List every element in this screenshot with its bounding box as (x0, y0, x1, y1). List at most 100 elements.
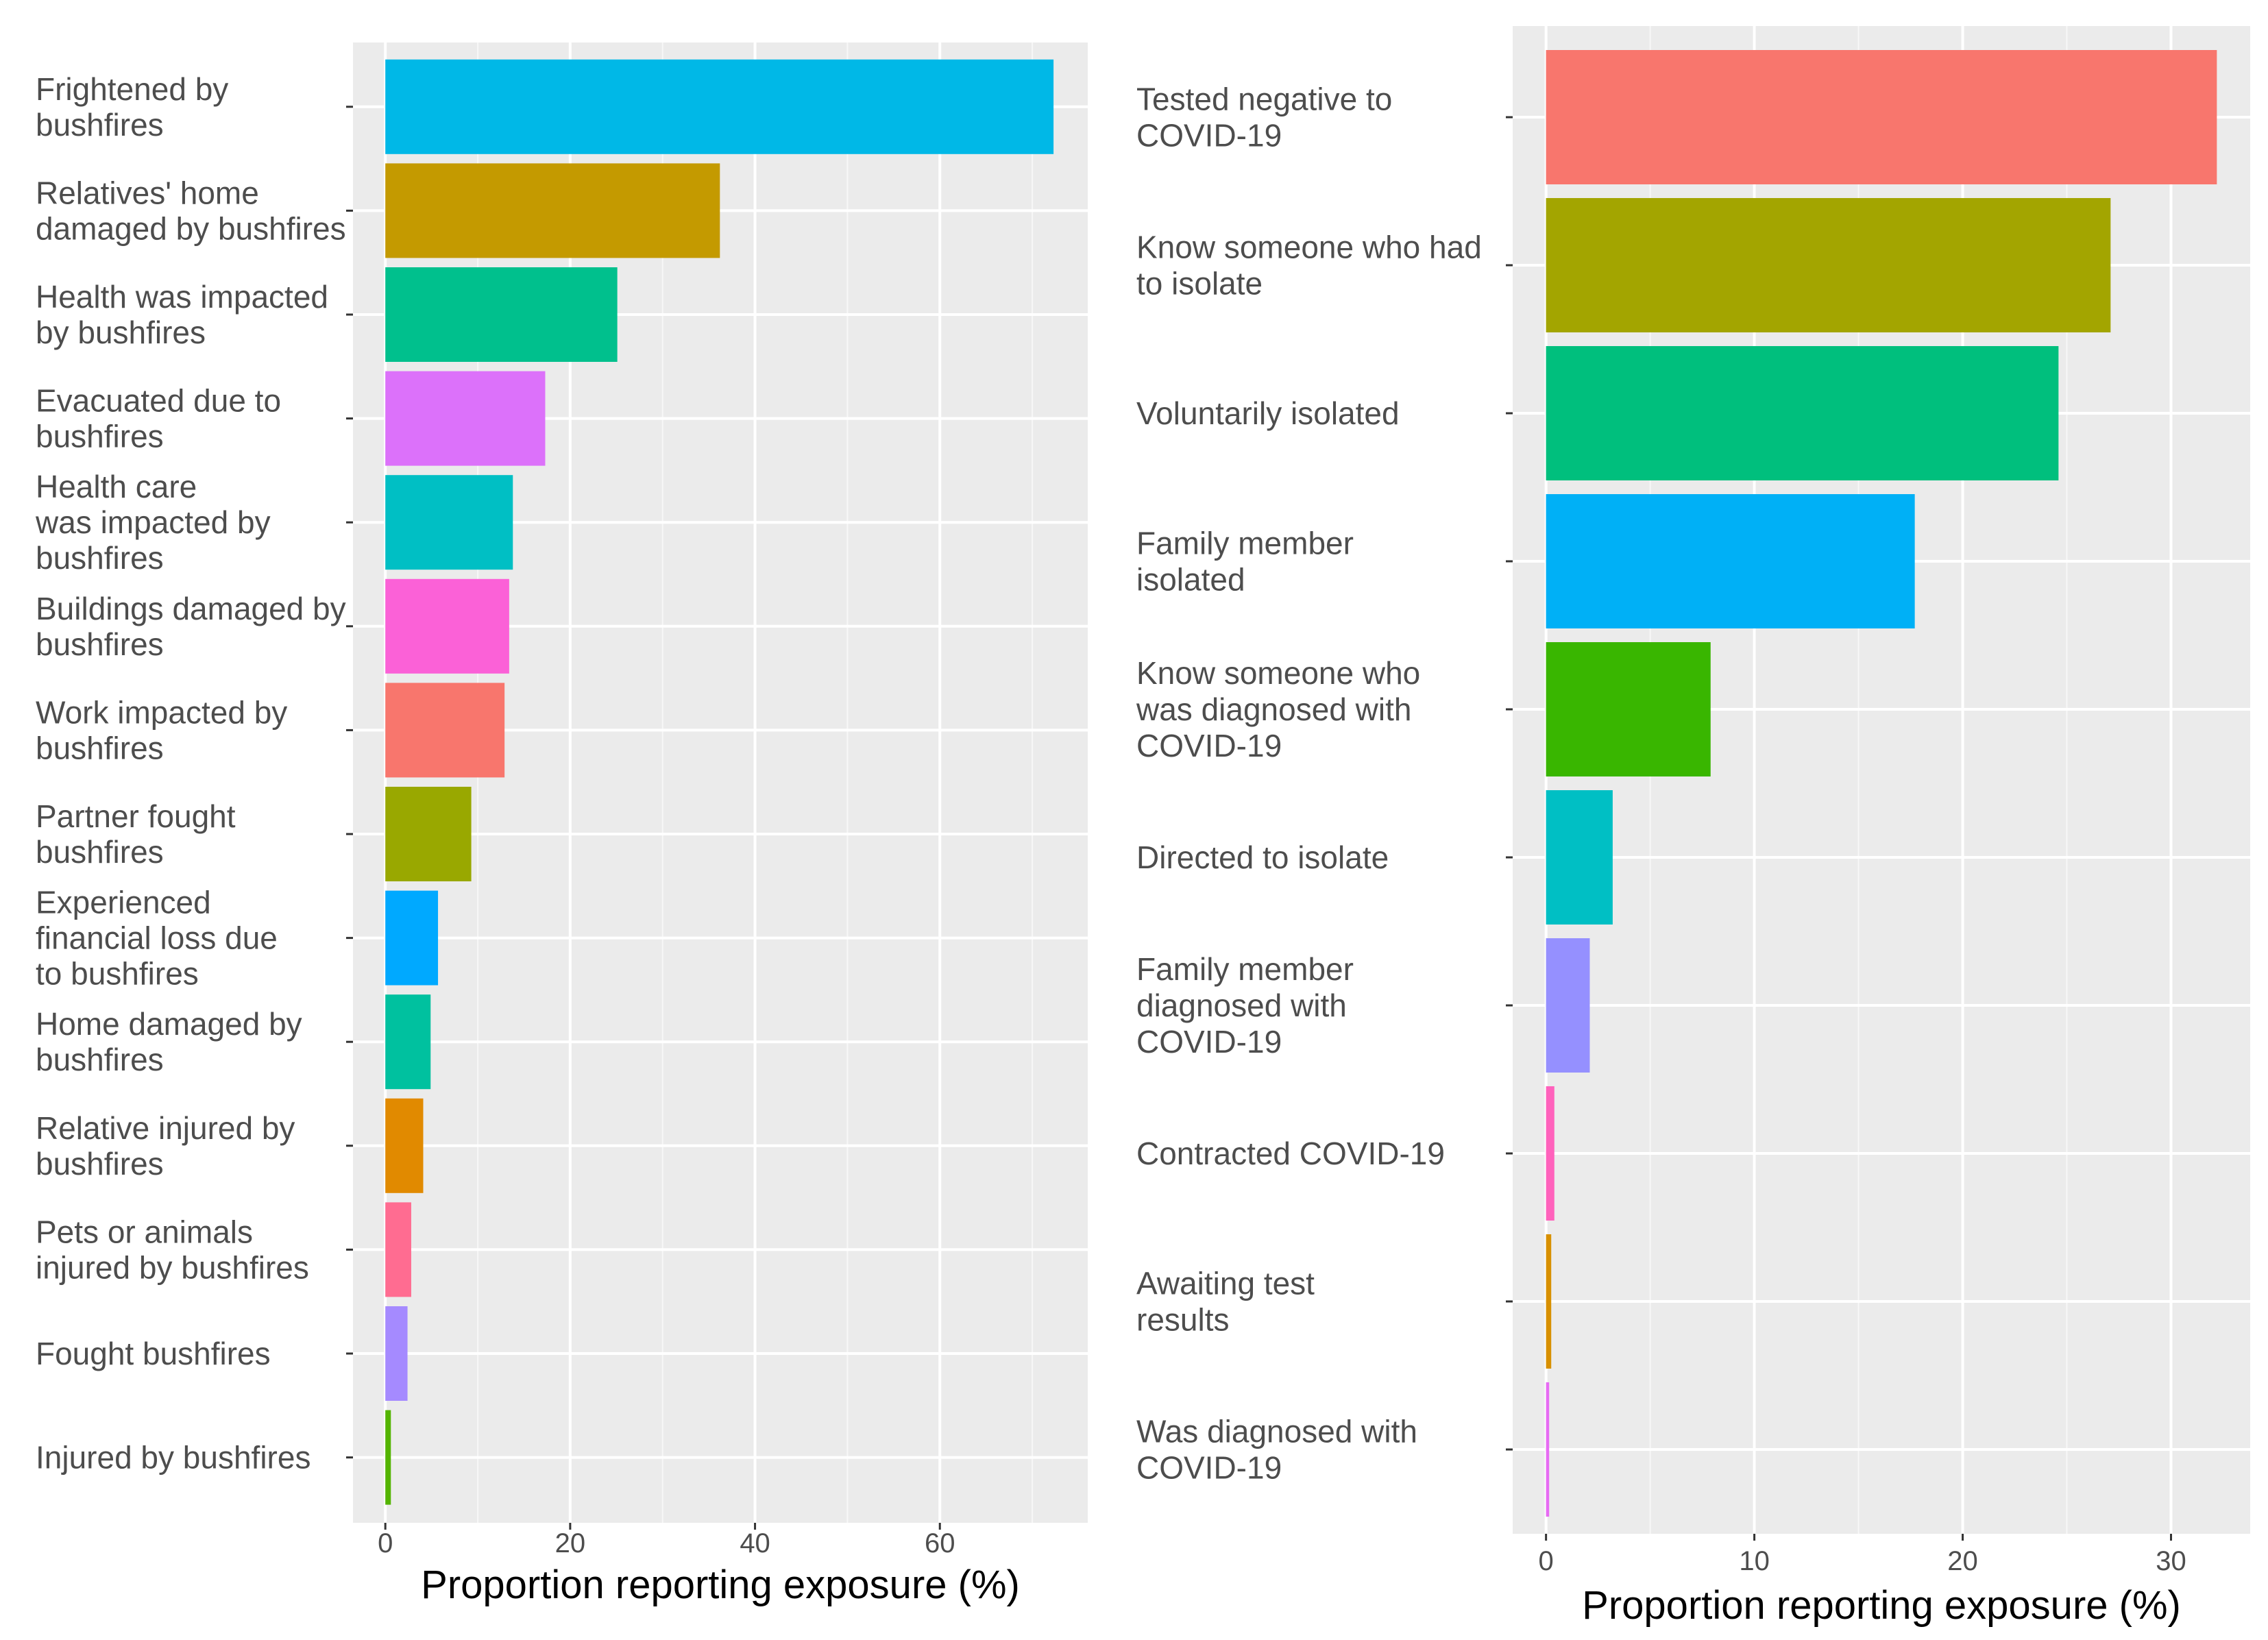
category-label-line: by bushfires (36, 315, 206, 350)
bar (1546, 938, 1590, 1073)
x-axis-title: Proportion reporting exposure (%) (1582, 1583, 2181, 1628)
category-label: Health care was impacted by bushfires (35, 469, 271, 576)
category-label: Know someone who was diagnosed with COVID-… (1136, 655, 1420, 763)
category-label-line: bushfires (36, 107, 164, 143)
category-label: Family member diagnosed with COVID-19 (1136, 951, 1354, 1060)
bar (1546, 1086, 1554, 1221)
bar (385, 787, 472, 881)
category-label-line: COVID-19 (1136, 728, 1282, 763)
category-label-line: Directed to isolate (1136, 840, 1389, 875)
panel-background (353, 42, 1088, 1523)
category-label-line: Awaiting test (1136, 1266, 1315, 1301)
bar (385, 163, 720, 258)
category-label-line: Tested negative to (1136, 82, 1392, 117)
category-label: Home damaged by bushfires (36, 1006, 302, 1077)
category-label-line: Evacuated due to (36, 383, 281, 419)
category-label-line: financial loss due (36, 920, 278, 956)
bar (385, 371, 546, 466)
category-label: Tested negative to COVID-19 (1136, 82, 1392, 154)
category-label-line: bushfires (36, 540, 164, 576)
bar (385, 59, 1054, 154)
category-label: Experienced financial loss due to bushfire… (36, 885, 278, 992)
category-label-line: was diagnosed with (1136, 692, 1411, 727)
bar (1546, 1234, 1552, 1369)
category-label-line: COVID-19 (1136, 118, 1282, 154)
x-tick-label: 20 (1947, 1546, 1978, 1576)
category-label-line: was impacted by (35, 504, 271, 540)
category-label: Relatives' home damaged by bushfires (36, 175, 346, 246)
category-label: Pets or animals injured by bushfires (36, 1214, 309, 1285)
bar (1546, 1382, 1550, 1517)
bar (385, 1202, 411, 1297)
bar (385, 475, 513, 570)
category-label: Family member isolated (1136, 526, 1354, 598)
category-label-line: damaged by bushfires (36, 210, 346, 246)
x-tick-label: 10 (1739, 1546, 1770, 1576)
category-label-line: Relatives' home (36, 175, 259, 210)
category-label-line: Know someone who (1136, 655, 1420, 691)
category-label-line: bushfires (36, 834, 164, 870)
x-tick-label: 0 (1539, 1546, 1554, 1576)
x-tick-label: 0 (378, 1528, 393, 1558)
x-axis-title: Proportion reporting exposure (%) (421, 1563, 1020, 1607)
category-label-line: Voluntarily isolated (1136, 395, 1400, 431)
bar (1546, 198, 2111, 332)
bar (385, 994, 431, 1090)
bar (385, 1410, 391, 1505)
bar (385, 683, 505, 778)
category-label-line: Family member (1136, 951, 1354, 987)
category-label: Awaiting test results (1136, 1266, 1315, 1338)
bar (1546, 50, 2217, 184)
bar (385, 1306, 408, 1401)
category-label: Partner fought bushfires (36, 798, 236, 870)
category-label: Voluntarily isolated (1136, 395, 1400, 431)
x-tick-label: 20 (555, 1528, 586, 1558)
category-label: Was diagnosed with COVID-19 (1136, 1414, 1417, 1486)
category-label-line: Experienced (36, 885, 211, 920)
category-label-line: Know someone who had (1136, 230, 1482, 265)
category-label-line: Home damaged by (36, 1006, 302, 1042)
category-label: Health was impacted by bushfires (36, 279, 328, 350)
category-label-line: Partner fought (36, 798, 236, 834)
category-label-line: COVID-19 (1136, 1024, 1282, 1060)
x-tick-label: 60 (925, 1528, 955, 1558)
category-label-line: Work impacted by (36, 694, 287, 730)
category-label-line: Health care (36, 469, 197, 504)
category-label-line: results (1136, 1302, 1229, 1338)
category-label: Know someone who had to isolate (1136, 230, 1482, 302)
x-tick-label: 30 (2156, 1546, 2186, 1576)
category-label-line: diagnosed with (1136, 988, 1347, 1023)
category-label-line: bushfires (36, 1042, 164, 1077)
category-label-line: bushfires (36, 626, 164, 662)
category-label: Buildings damaged by bushfires (36, 591, 346, 662)
category-label-line: Injured by bushfires (36, 1440, 310, 1476)
category-label: Injured by bushfires (36, 1440, 310, 1476)
category-label: Directed to isolate (1136, 840, 1389, 875)
category-label: Evacuated due to bushfires (36, 383, 281, 454)
category-label-line: Was diagnosed with (1136, 1414, 1417, 1449)
bar (1546, 346, 2059, 480)
category-label-line: Relative injured by (36, 1110, 295, 1146)
category-label-line: Contracted COVID-19 (1136, 1136, 1445, 1171)
category-label: Contracted COVID-19 (1136, 1136, 1445, 1171)
bar (385, 890, 439, 986)
category-label: Frightened by bushfires (36, 71, 228, 143)
category-label-line: to isolate (1136, 266, 1263, 302)
category-label-line: injured by bushfires (36, 1249, 309, 1285)
category-label-line: isolated (1136, 562, 1245, 598)
category-label-line: bushfires (36, 419, 164, 454)
bar (385, 578, 509, 674)
bar (385, 1098, 424, 1193)
category-label: Relative injured by bushfires (36, 1110, 295, 1182)
category-label-line: Frightened by (36, 71, 228, 107)
category-label-line: bushfires (36, 1146, 164, 1182)
bar (1546, 642, 1711, 776)
category-label-line: Health was impacted (36, 279, 328, 315)
x-tick-label: 40 (740, 1528, 770, 1558)
category-label-line: bushfires (36, 730, 164, 766)
bar (385, 267, 618, 362)
category-label-line: Fought bushfires (36, 1336, 271, 1371)
